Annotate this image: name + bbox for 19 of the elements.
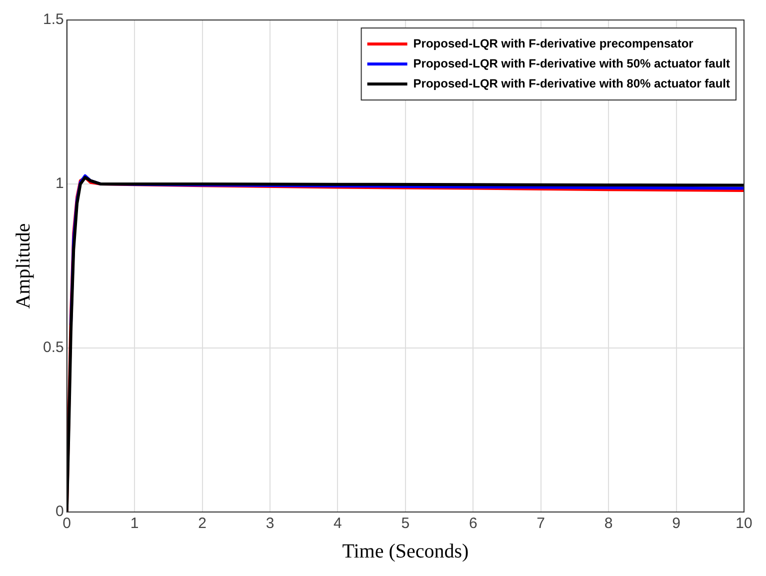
x-tick-label: 1 [130, 515, 139, 532]
x-tick-label: 6 [468, 515, 478, 532]
x-tick-label: 3 [266, 515, 274, 532]
y-axis-title: Amplitude [12, 223, 34, 309]
x-tick-label: 2 [198, 515, 206, 532]
y-tick-label: 0 [56, 503, 64, 520]
x-tick-label: 4 [334, 515, 342, 532]
legend-label: Proposed-LQR with F-derivative with 80% actuator fault [413, 76, 730, 90]
y-tick-label: 1 [56, 175, 64, 192]
legend-label: Proposed-LQR with F-derivative precompensator [413, 36, 694, 50]
legend-label: Proposed-LQR with F-derivative with 50% actuator fault [413, 56, 730, 70]
x-tick-label: 7 [536, 515, 546, 532]
x-tick-label: 9 [672, 515, 680, 532]
x-tick-label: 10 [736, 515, 752, 532]
y-tick-label: 1.5 [42, 11, 64, 28]
x-tick-label: 8 [604, 515, 613, 532]
x-axis-title: Time (Seconds) [342, 540, 469, 562]
x-tick-label: 5 [401, 515, 410, 532]
y-tick-label: 0.5 [42, 339, 64, 356]
